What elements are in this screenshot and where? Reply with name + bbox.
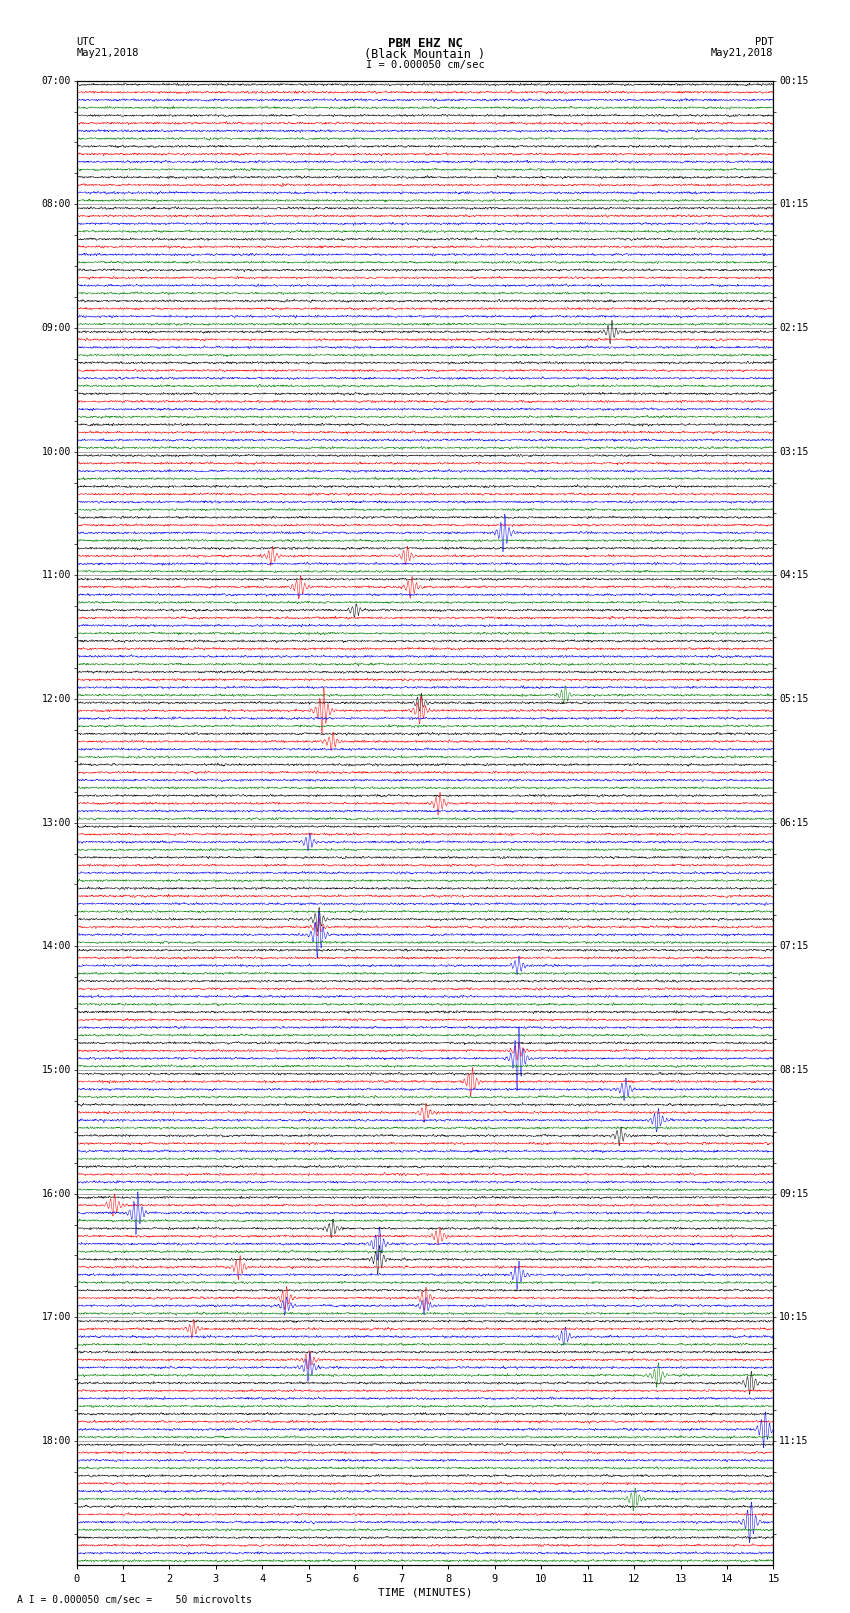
Text: May21,2018: May21,2018 [76,48,139,58]
Text: PDT: PDT [755,37,774,47]
Text: I = 0.000050 cm/sec: I = 0.000050 cm/sec [366,60,484,69]
Text: UTC: UTC [76,37,95,47]
Text: PBM EHZ NC: PBM EHZ NC [388,37,462,50]
Text: (Black Mountain ): (Black Mountain ) [365,48,485,61]
Text: A I = 0.000050 cm/sec =    50 microvolts: A I = 0.000050 cm/sec = 50 microvolts [17,1595,252,1605]
X-axis label: TIME (MINUTES): TIME (MINUTES) [377,1587,473,1598]
Text: May21,2018: May21,2018 [711,48,774,58]
